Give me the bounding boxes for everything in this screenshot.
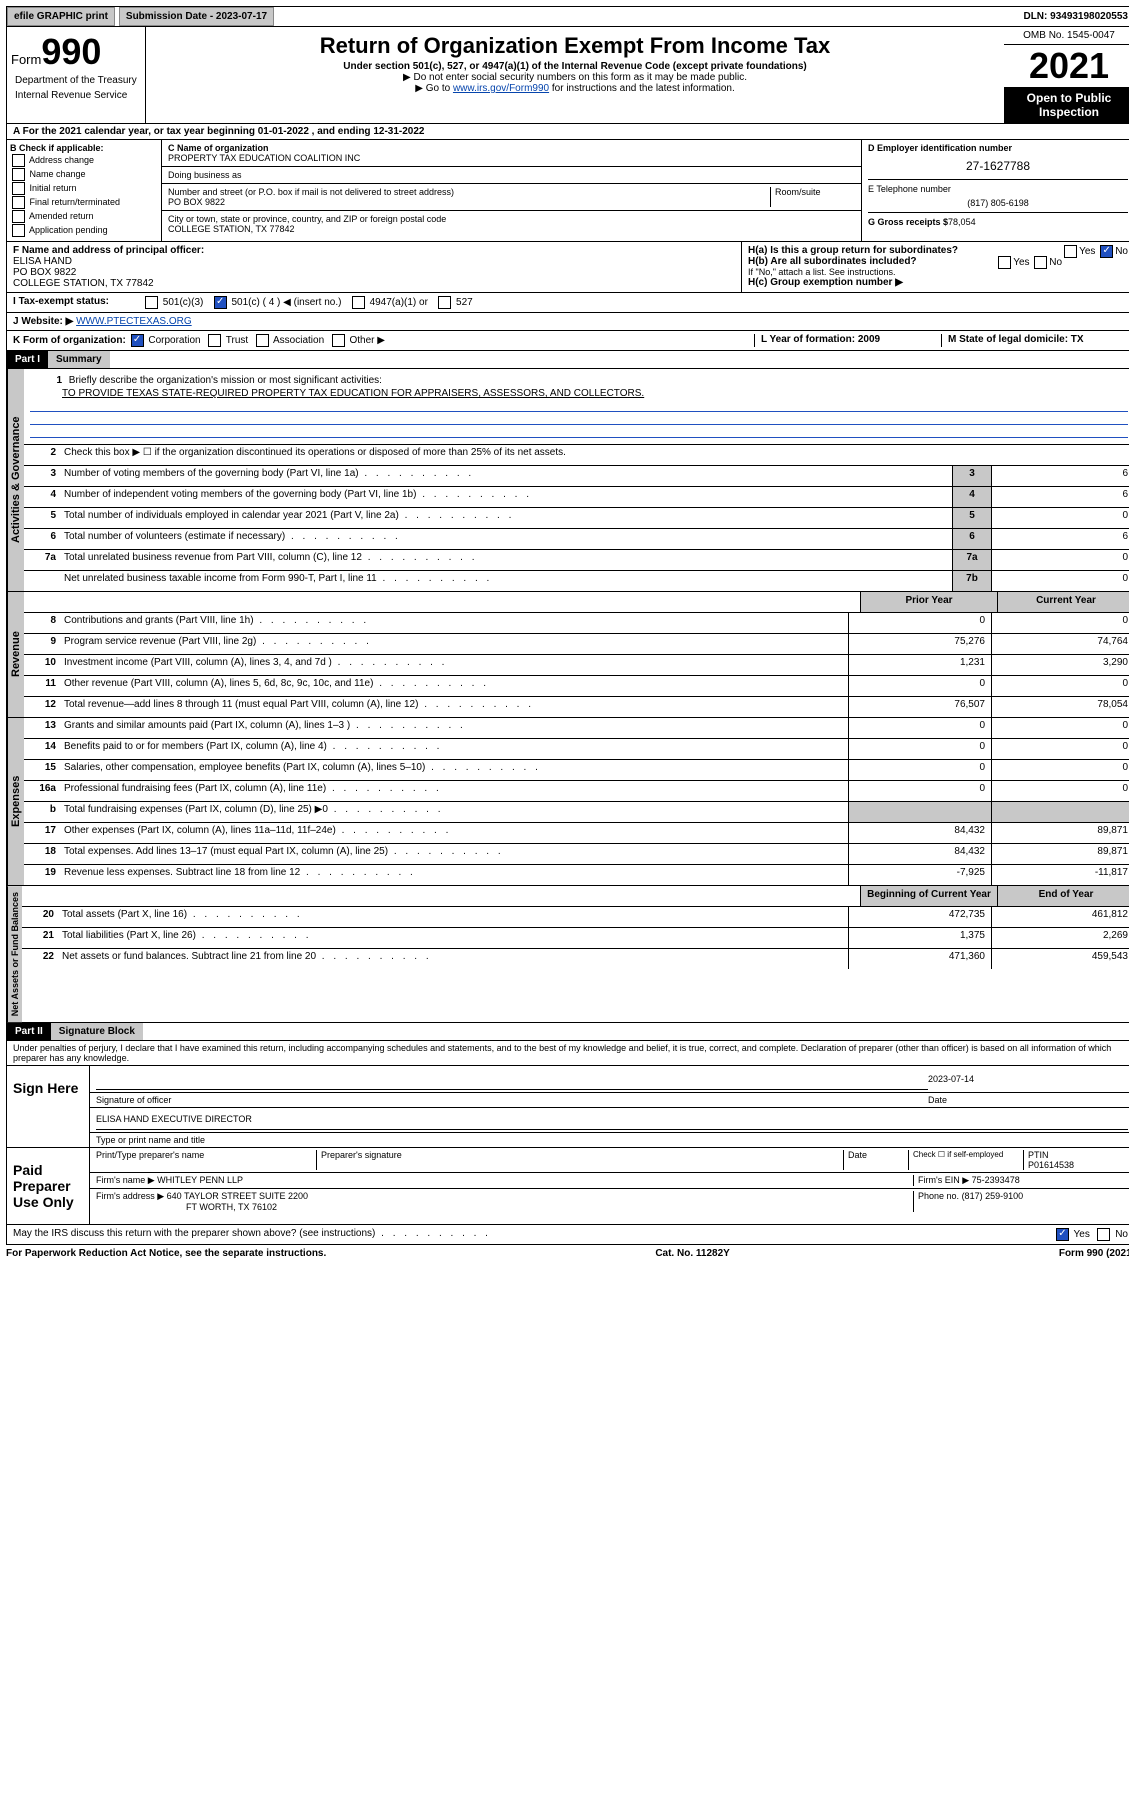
- table-row: 9Program service revenue (Part VIII, lin…: [24, 634, 1129, 655]
- table-row: 22Net assets or fund balances. Subtract …: [22, 949, 1129, 969]
- table-row: 21Total liabilities (Part X, line 26)1,3…: [22, 928, 1129, 949]
- table-row: 19Revenue less expenses. Subtract line 1…: [24, 865, 1129, 885]
- dept-treasury: Department of the Treasury: [11, 73, 141, 88]
- org-city: COLLEGE STATION, TX 77842: [168, 224, 855, 234]
- part-2-header: Part IISignature Block: [6, 1023, 1129, 1041]
- tax-year: 2021: [1004, 45, 1129, 87]
- sig-date: 2023-07-14: [928, 1068, 1128, 1090]
- ptin: P01614538: [1028, 1160, 1074, 1170]
- table-row: 11Other revenue (Part VIII, column (A), …: [24, 676, 1129, 697]
- open-inspection: Open to Public Inspection: [1004, 87, 1129, 123]
- box-c: C Name of organization PROPERTY TAX EDUC…: [162, 140, 861, 241]
- net-assets-section: Net Assets or Fund Balances Beginning of…: [6, 886, 1129, 1023]
- note-ssn: ▶ Do not enter social security numbers o…: [150, 72, 1000, 83]
- part-1-header: Part ISummary: [6, 351, 1129, 369]
- dln: DLN: 93493198020553: [1017, 8, 1129, 25]
- top-bar: efile GRAPHIC print Submission Date - 20…: [6, 6, 1129, 27]
- row-fh: F Name and address of principal officer:…: [6, 242, 1129, 293]
- table-row: 12Total revenue—add lines 8 through 11 (…: [24, 697, 1129, 717]
- cb-initial-return[interactable]: Initial return: [10, 182, 158, 195]
- page-footer: For Paperwork Reduction Act Notice, see …: [6, 1245, 1129, 1262]
- table-row: 6Total number of volunteers (estimate if…: [24, 529, 1129, 550]
- submission-date: Submission Date - 2023-07-17: [119, 7, 274, 26]
- row-a-period: A For the 2021 calendar year, or tax yea…: [6, 124, 1129, 140]
- table-row: 10Investment income (Part VIII, column (…: [24, 655, 1129, 676]
- paid-preparer-section: Paid Preparer Use Only Print/Type prepar…: [6, 1148, 1129, 1225]
- website-link[interactable]: WWW.PTECTEXAS.ORG: [76, 316, 192, 327]
- irs-link[interactable]: www.irs.gov/Form990: [453, 83, 549, 94]
- note-goto: ▶ Go to www.irs.gov/Form990 for instruct…: [150, 83, 1000, 94]
- row-i: I Tax-exempt status: 501(c)(3) 501(c) ( …: [6, 293, 1129, 313]
- table-row: 15Salaries, other compensation, employee…: [24, 760, 1129, 781]
- form-title: Return of Organization Exempt From Incom…: [150, 33, 1000, 59]
- table-row: 3Number of voting members of the governi…: [24, 466, 1129, 487]
- officer-printed: ELISA HAND EXECUTIVE DIRECTOR: [96, 1110, 1128, 1130]
- table-row: bTotal fundraising expenses (Part IX, co…: [24, 802, 1129, 823]
- row-j: J Website: ▶ WWW.PTECTEXAS.ORG: [6, 313, 1129, 331]
- box-d: D Employer identification number 27-1627…: [861, 140, 1129, 241]
- firm-ein: 75-2393478: [972, 1175, 1020, 1185]
- activities-governance: Activities & Governance 1 Briefly descri…: [6, 369, 1129, 592]
- table-row: 7aTotal unrelated business revenue from …: [24, 550, 1129, 571]
- firm-name: WHITLEY PENN LLP: [157, 1175, 243, 1185]
- table-row: 13Grants and similar amounts paid (Part …: [24, 718, 1129, 739]
- omb-number: OMB No. 1545-0047: [1004, 27, 1129, 45]
- officer-name: ELISA HAND: [13, 256, 735, 267]
- irs-label: Internal Revenue Service: [11, 88, 141, 103]
- cb-amended[interactable]: Amended return: [10, 210, 158, 223]
- perjury-text: Under penalties of perjury, I declare th…: [6, 1041, 1129, 1066]
- mission-text: TO PROVIDE TEXAS STATE-REQUIRED PROPERTY…: [30, 388, 1128, 399]
- table-row: 16aProfessional fundraising fees (Part I…: [24, 781, 1129, 802]
- cb-address-change[interactable]: Address change: [10, 154, 158, 167]
- gross-receipts: 78,054: [948, 217, 976, 227]
- phone: (817) 805-6198: [868, 194, 1128, 212]
- expenses-section: Expenses 13Grants and similar amounts pa…: [6, 718, 1129, 886]
- firm-phone: (817) 259-9100: [962, 1191, 1024, 1201]
- table-row: 5Total number of individuals employed in…: [24, 508, 1129, 529]
- table-row: 14Benefits paid to or for members (Part …: [24, 739, 1129, 760]
- cb-name-change[interactable]: Name change: [10, 168, 158, 181]
- table-row: 20Total assets (Part X, line 16)472,7354…: [22, 907, 1129, 928]
- cb-final-return[interactable]: Final return/terminated: [10, 196, 158, 209]
- table-row: 8Contributions and grants (Part VIII, li…: [24, 613, 1129, 634]
- org-address: PO BOX 9822: [168, 197, 770, 207]
- revenue-section: Revenue Prior Year Current Year 8Contrib…: [6, 592, 1129, 718]
- form-subtitle: Under section 501(c), 527, or 4947(a)(1)…: [150, 61, 1000, 72]
- table-row: Net unrelated business taxable income fr…: [24, 571, 1129, 591]
- row-klm: K Form of organization: Corporation Trus…: [6, 331, 1129, 351]
- table-row: 18Total expenses. Add lines 13–17 (must …: [24, 844, 1129, 865]
- cb-app-pending[interactable]: Application pending: [10, 224, 158, 237]
- efile-print-button[interactable]: efile GRAPHIC print: [7, 7, 115, 26]
- discuss-row: May the IRS discuss this return with the…: [6, 1225, 1129, 1245]
- ein: 27-1627788: [868, 153, 1128, 179]
- box-b: B Check if applicable: Address change Na…: [7, 140, 162, 241]
- section-bcd: B Check if applicable: Address change Na…: [6, 140, 1129, 242]
- firm-addr: 640 TAYLOR STREET SUITE 2200: [167, 1191, 308, 1201]
- form-header: Form990 Department of the Treasury Inter…: [6, 27, 1129, 124]
- table-row: 4Number of independent voting members of…: [24, 487, 1129, 508]
- form-number: Form990: [11, 31, 141, 73]
- table-row: 17Other expenses (Part IX, column (A), l…: [24, 823, 1129, 844]
- org-name: PROPERTY TAX EDUCATION COALITION INC: [168, 153, 855, 163]
- sign-here-section: Sign Here 2023-07-14 Signature of office…: [6, 1066, 1129, 1148]
